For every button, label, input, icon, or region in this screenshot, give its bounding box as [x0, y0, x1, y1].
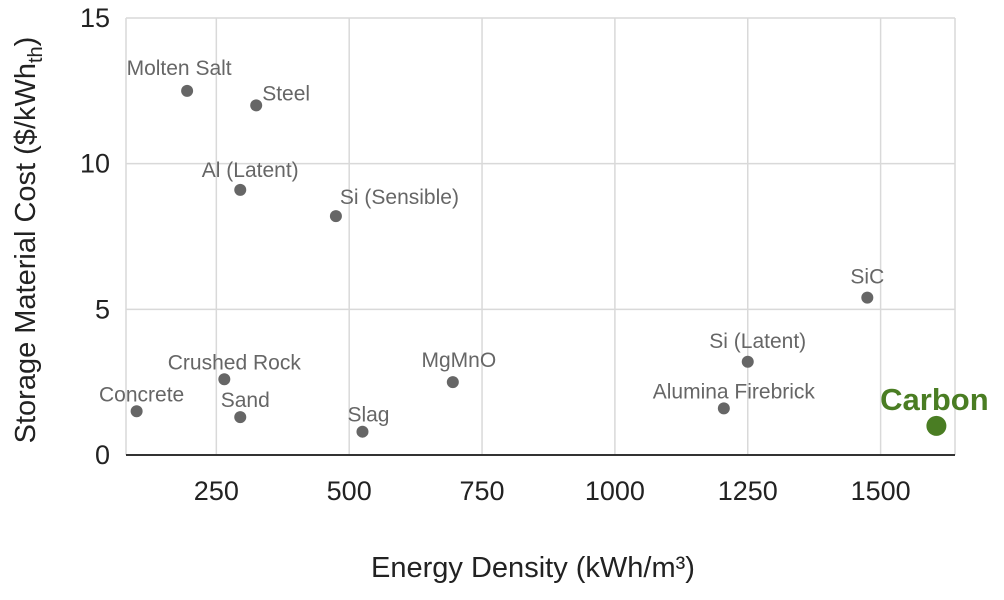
point-si-sensible	[329, 210, 342, 223]
point-crushed-rock	[218, 373, 231, 386]
x-axis-ticks: 250 500 750 1000 1250 1500	[194, 476, 911, 506]
point-label-sand: Sand	[221, 389, 270, 412]
x-axis-title: Energy Density (kWh/m³)	[371, 552, 695, 584]
x-tick-label: 750	[460, 476, 505, 506]
point-mgmno	[446, 376, 459, 389]
x-tick-label: 1500	[851, 476, 911, 506]
point-label-molten-salt: Molten Salt	[127, 57, 232, 80]
point-label-mgmno: MgMnO	[421, 349, 496, 372]
point-si-latent	[741, 355, 754, 368]
point-label-carbon: Carbon	[880, 382, 989, 417]
y-axis-ticks: 0 5 10 15	[80, 3, 110, 470]
point-label-sic: SiC	[850, 266, 884, 289]
y-tick-label: 5	[95, 294, 110, 324]
point-molten-salt	[181, 84, 194, 97]
point-al-latent	[234, 183, 247, 196]
x-tick-label: 1250	[718, 476, 778, 506]
point-label-al-latent: Al (Latent)	[202, 159, 299, 182]
point-concrete	[130, 405, 143, 418]
point-label-si-sensible: Si (Sensible)	[340, 186, 459, 209]
data-points: Molten Salt Steel Al (Latent) Si (Sensible)…	[99, 57, 989, 438]
point-label-crushed-rock: Crushed Rock	[168, 351, 302, 374]
x-tick-label: 500	[327, 476, 372, 506]
point-sand	[234, 411, 247, 424]
point-steel	[250, 99, 263, 112]
point-alumina-firebrick	[717, 402, 730, 415]
x-tick-label: 1000	[585, 476, 645, 506]
y-tick-label: 10	[80, 149, 110, 179]
point-label-slag: Slag	[347, 404, 389, 427]
point-label-si-latent: Si (Latent)	[709, 330, 806, 353]
point-carbon	[926, 415, 947, 436]
y-tick-label: 15	[80, 3, 110, 33]
point-sic	[861, 291, 874, 304]
point-label-steel: Steel	[262, 82, 310, 105]
y-axis-title: Storage Material Cost ($/kWhth)	[10, 37, 47, 444]
x-tick-label: 250	[194, 476, 239, 506]
point-label-alumina-firebrick: Alumina Firebrick	[653, 380, 816, 403]
point-slag	[356, 425, 369, 438]
point-label-concrete: Concrete	[99, 383, 184, 406]
grid-lines	[125, 17, 956, 456]
y-tick-label: 0	[95, 440, 110, 470]
